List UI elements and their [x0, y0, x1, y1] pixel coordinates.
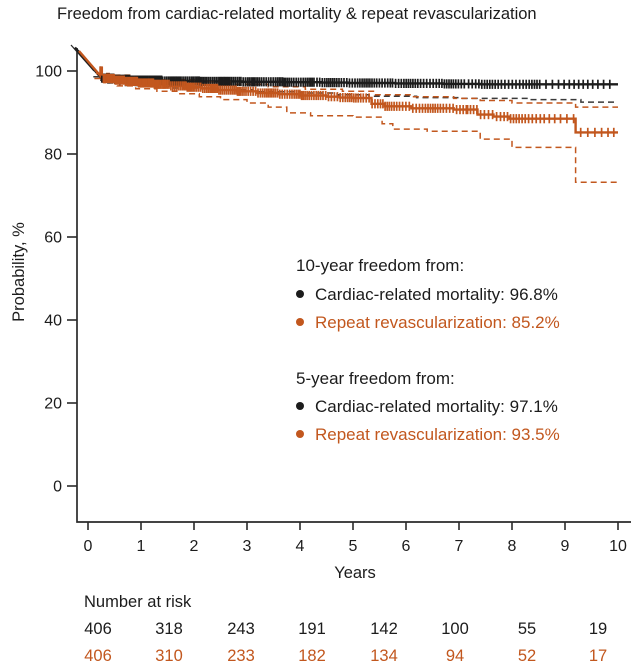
y-tick-label: 100 — [35, 64, 62, 81]
censor-marks-orange — [99, 66, 615, 137]
x-tick-label: 5 — [349, 538, 358, 555]
y-tick-label: 60 — [44, 230, 62, 247]
at-risk-value: 243 — [227, 620, 255, 638]
at-risk-value: 94 — [445, 647, 465, 665]
stats-5yr-revasc: Repeat revascularization: 93.5% — [296, 425, 560, 445]
at-risk-value: 310 — [155, 647, 183, 665]
bullet-black-icon — [296, 290, 304, 299]
at-risk-value: 55 — [517, 620, 537, 638]
x-tick-label: 4 — [296, 538, 305, 555]
at-risk-value: 134 — [370, 647, 398, 665]
y-tick-label: 80 — [44, 147, 62, 164]
x-tick-label: 0 — [84, 538, 93, 555]
x-tick-label: 1 — [137, 538, 146, 555]
axes — [76, 48, 631, 523]
stats-5yr-title: 5-year freedom from: — [296, 369, 455, 388]
at-risk-value: 233 — [227, 647, 255, 665]
plot-area: 0 20 40 60 80 100 0 1 2 3 4 5 6 7 8 9 10 — [35, 44, 631, 555]
censor-marks-black — [99, 66, 611, 89]
at-risk-value: 19 — [588, 620, 608, 638]
y-axis-title: Probability, % — [10, 222, 28, 322]
x-tick-label: 8 — [508, 538, 517, 555]
x-tick-label: 10 — [609, 538, 627, 555]
stats-5yr-cardiac: Cardiac-related mortality: 97.1% — [296, 397, 558, 417]
stats-10yr-cardiac: Cardiac-related mortality: 96.8% — [296, 285, 558, 305]
at-risk-value: 406 — [84, 620, 112, 638]
y-tick-label: 0 — [53, 479, 62, 496]
at-risk-value: 142 — [370, 620, 398, 638]
number-at-risk-label: Number at risk — [84, 593, 192, 611]
at-risk-value: 182 — [298, 647, 326, 665]
y-tick-label: 20 — [44, 396, 62, 413]
stats-10yr-cardiac-label: Cardiac-related mortality: 96.8% — [315, 285, 558, 304]
stats-10yr-revasc-label: Repeat revascularization: 85.2% — [315, 313, 560, 332]
at-risk-value: 406 — [84, 647, 112, 665]
chart-title: Freedom from cardiac-related mortality &… — [57, 5, 537, 23]
stats-5yr-cardiac-label: Cardiac-related mortality: 97.1% — [315, 397, 558, 416]
x-tick-label: 3 — [243, 538, 252, 555]
at-risk-value: 100 — [441, 620, 469, 638]
at-risk-value: 318 — [155, 620, 183, 638]
bullet-orange-icon — [296, 318, 304, 327]
km-curve-repeat-revascularization-95-ci-lower — [94, 77, 618, 183]
bullet-black-icon — [296, 402, 304, 411]
at-risk-value: 52 — [517, 647, 537, 665]
x-tick-label: 9 — [561, 538, 570, 555]
stats-10yr-title: 10-year freedom from: — [296, 256, 465, 275]
at-risk-value: 17 — [588, 647, 608, 665]
stats-5yr-revasc-label: Repeat revascularization: 93.5% — [315, 425, 560, 444]
stats-10yr-revasc: Repeat revascularization: 85.2% — [296, 313, 560, 333]
x-tick-label: 2 — [190, 538, 199, 555]
at-risk-value: 191 — [298, 620, 326, 638]
x-tick-label: 7 — [455, 538, 464, 555]
x-axis-title: Years — [334, 564, 376, 582]
x-tick-label: 6 — [402, 538, 411, 555]
y-tick-label: 40 — [44, 313, 62, 330]
bullet-orange-icon — [296, 430, 304, 439]
